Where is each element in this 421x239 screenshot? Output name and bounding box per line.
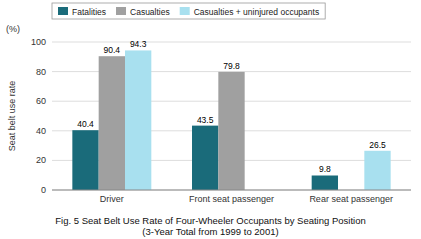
y-axis-label: Seat belt use rate <box>7 81 17 152</box>
legend-label: Fatalities <box>72 7 106 17</box>
legend-label: Casualties <box>130 7 170 17</box>
legend-label: Casualties + uninjured occupants <box>194 7 319 17</box>
data-label: 40.4 <box>77 119 94 129</box>
legend: Fatalities Casualties Casualties + uninjur… <box>52 3 325 19</box>
bar <box>218 72 244 190</box>
data-labels: 40.4 43.5 9.8 90.4 79.8 94.3 26.5 <box>77 39 386 174</box>
legend-swatch <box>58 7 68 15</box>
bar <box>312 175 338 190</box>
data-label: 90.4 <box>104 45 121 55</box>
legend-swatch <box>116 7 126 15</box>
bar <box>125 50 151 190</box>
bar <box>99 56 125 190</box>
annotation: (%) <box>6 24 20 34</box>
grid-line <box>52 190 411 191</box>
x-tick-label: Driver <box>100 194 124 204</box>
chart-container: 0 20 40 60 80 100 Seat belt use rate (%) 40.4 43.… <box>0 0 421 239</box>
x-tick-label: Front seat passenger <box>189 194 274 204</box>
chart: 0 20 40 60 80 100 Seat belt use rate (%) 40.4 43.… <box>0 0 421 239</box>
y-tick-label: 0 <box>41 185 46 195</box>
subtitle: (3-Year Total from 1999 to 2001) <box>142 226 278 237</box>
legend-frame <box>52 3 325 19</box>
bar <box>192 126 218 190</box>
data-label: 94.3 <box>130 39 147 49</box>
y-tick-label: 60 <box>36 96 46 106</box>
x-axis-line <box>52 190 411 191</box>
y-tick-label: 20 <box>36 155 46 165</box>
bar <box>364 151 390 190</box>
x-tick-label: Rear seat passenger <box>309 194 393 204</box>
y-tick-label: 80 <box>36 67 46 77</box>
grid <box>52 42 411 190</box>
y-tick-label: 40 <box>36 126 46 136</box>
y-tick-label: 100 <box>31 37 46 47</box>
data-label: 79.8 <box>223 61 240 71</box>
legend-swatch <box>180 7 190 15</box>
data-label: 9.8 <box>319 164 331 174</box>
title: Fig. 5 Seat Belt Use Rate of Four-Wheele… <box>55 215 366 226</box>
grid-line <box>52 42 411 43</box>
data-label: 43.5 <box>197 115 214 125</box>
data-label: 26.5 <box>369 140 386 150</box>
bars <box>72 50 390 190</box>
bar <box>72 130 98 190</box>
